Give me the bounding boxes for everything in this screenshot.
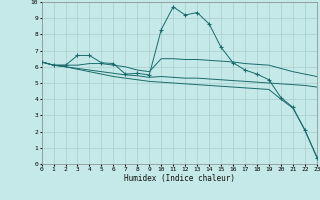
X-axis label: Humidex (Indice chaleur): Humidex (Indice chaleur)	[124, 174, 235, 183]
